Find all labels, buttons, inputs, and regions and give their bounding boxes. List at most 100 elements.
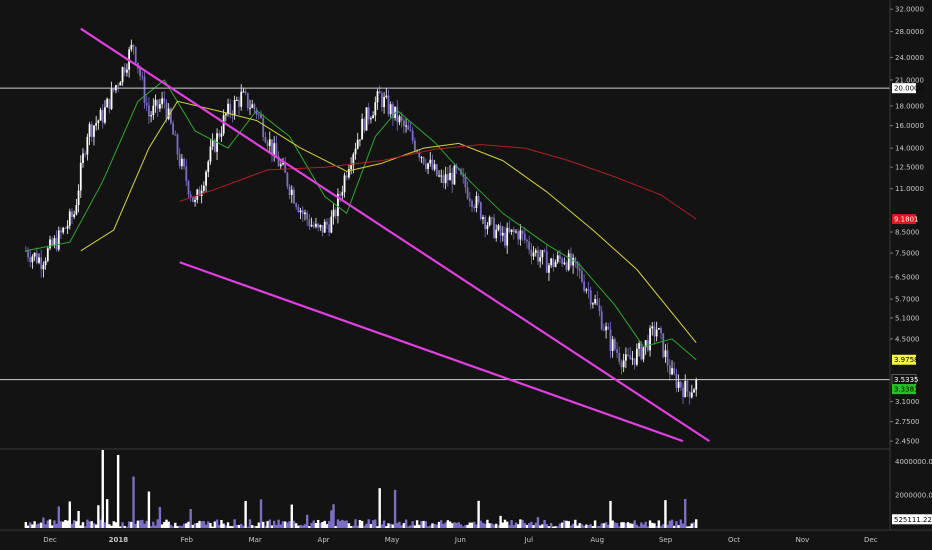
candle-body [398, 116, 401, 123]
volume-bar [222, 523, 225, 528]
candle-body [367, 107, 370, 120]
candle-body [326, 221, 328, 225]
candle-body [266, 142, 269, 146]
candle-body [273, 143, 276, 155]
volume-bar [24, 522, 28, 528]
volume-bar [560, 522, 564, 528]
time-tick-label: Mar [249, 536, 262, 544]
volume-bar [270, 525, 274, 528]
volume-bar [613, 522, 617, 528]
volume-bar [253, 525, 256, 528]
candle-body [73, 214, 76, 217]
volume-bar [198, 520, 201, 528]
volume-bar [138, 520, 142, 528]
volume-bar [536, 517, 540, 528]
candle-body [389, 104, 392, 115]
volume-bar [578, 523, 581, 528]
price-tick-label: 32.0000 [895, 6, 924, 14]
volume-bar [457, 522, 461, 528]
volume-bar [411, 521, 414, 528]
candle-body [666, 350, 669, 366]
volume-bar [363, 525, 366, 528]
volume-bar [68, 501, 71, 528]
candle-body [106, 98, 109, 108]
volume-bar [673, 525, 676, 528]
candle-body [202, 185, 205, 191]
volume-bar [690, 523, 694, 528]
trend-lines-layer[interactable] [80, 27, 711, 443]
candle-body [44, 260, 47, 266]
candle-body [405, 125, 407, 127]
candle-body [631, 358, 634, 360]
volume-bar [262, 521, 265, 528]
volume-bar [681, 523, 685, 528]
candle-body [189, 194, 192, 198]
lower-trend-line[interactable] [179, 261, 684, 443]
volume-bar [600, 523, 603, 528]
volume-bar [292, 520, 296, 528]
price-tag [892, 354, 916, 365]
volume-bar [101, 450, 104, 528]
volume-bar [211, 526, 214, 528]
volume-bar [360, 521, 364, 528]
volume-bar [338, 520, 342, 528]
volume-bar [29, 522, 32, 528]
price-tick-label: 3.1000 [895, 398, 920, 406]
candle-body [51, 239, 54, 246]
volume-bar [152, 521, 155, 528]
candle-body [693, 389, 695, 393]
candle-body [288, 186, 291, 195]
candle-body [352, 154, 355, 166]
volume-bar [591, 526, 595, 528]
candle-body [253, 104, 256, 110]
candle-body [55, 238, 58, 250]
volume-bar [563, 520, 566, 528]
candle-body [145, 102, 148, 106]
candle-body [77, 190, 80, 206]
candle-body [66, 225, 69, 229]
volume-bar [332, 504, 335, 528]
candle-body [576, 261, 579, 269]
volume-bar [121, 522, 124, 528]
candle-body [330, 216, 333, 233]
volume-bar [448, 521, 452, 528]
volume-bar [477, 500, 480, 528]
volume-bar [604, 522, 608, 528]
candle-body [416, 150, 418, 153]
volume-bar [264, 525, 267, 528]
volume-pane [24, 450, 698, 528]
time-tick-label: Aug [590, 536, 604, 544]
candle-body [284, 162, 287, 173]
candle-body [88, 124, 91, 137]
volume-bar [569, 525, 573, 528]
time-axis[interactable]: Dec 2018 Feb Mar Apr May Jun Jul Aug Sep Oct Nov Dec [43, 536, 877, 544]
volume-bar [319, 523, 322, 528]
candle-body [679, 381, 682, 388]
volume-bar [55, 523, 58, 528]
volume-bar [83, 526, 87, 528]
volume-bar [530, 521, 533, 528]
candle-body [209, 146, 212, 162]
price-axis[interactable]: 32.0000 28.0000 24.0000 21.0000 18.0000 16.00… [890, 6, 924, 446]
candle-body [517, 231, 520, 240]
volume-bar [407, 526, 410, 528]
candle-body [394, 106, 396, 118]
volume-bar [666, 524, 669, 528]
volume-bar [215, 519, 219, 528]
volume-bar [72, 520, 76, 528]
price-tick-label: 5.7000 [895, 296, 920, 304]
volume-bar [343, 520, 346, 528]
volume-bar [105, 499, 109, 528]
price-tick-label: 11.0000 [895, 185, 924, 193]
volume-bar [664, 500, 667, 528]
candle-body [675, 373, 678, 388]
volume-bar [433, 524, 436, 528]
candle-body [438, 175, 440, 177]
volume-axis[interactable]: 4000000.0000 2000000.0000 525111.2242 [892, 458, 932, 525]
candle-body [79, 162, 82, 191]
candle-body [97, 120, 100, 124]
volume-bar [543, 519, 546, 528]
volume-bar [42, 517, 45, 528]
upper-trend-line[interactable] [80, 27, 711, 443]
